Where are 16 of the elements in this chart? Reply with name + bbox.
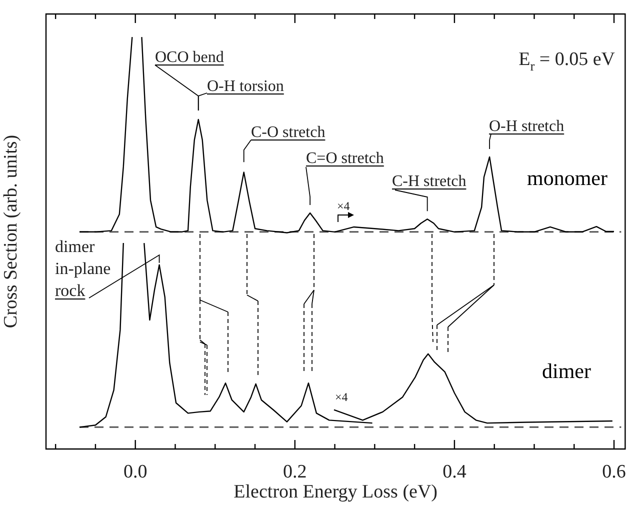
annotation: C=O stretch	[306, 150, 384, 167]
x-tick-label: 0.6	[602, 461, 626, 482]
series-label: monomer	[527, 166, 608, 190]
x-axis-title: Electron Energy Loss (eV)	[234, 482, 438, 503]
x-tick-label: 0.4	[442, 461, 467, 482]
x-tick-label: 0.2	[283, 461, 307, 482]
annotation: O-H torsion	[207, 78, 284, 95]
y-axis-title: Cross Section (arb. units)	[0, 134, 22, 328]
x-tick-label: 0.0	[123, 461, 148, 482]
annotation: C-O stretch	[251, 124, 326, 141]
series-label: dimer	[542, 359, 591, 383]
annotation: ×4	[337, 199, 350, 213]
annotation: O-H stretch	[489, 118, 564, 135]
annotation: OCO bend	[155, 49, 224, 66]
annotation: dimer in-plane rock	[55, 237, 111, 300]
annotation: C-H stretch	[392, 173, 466, 190]
